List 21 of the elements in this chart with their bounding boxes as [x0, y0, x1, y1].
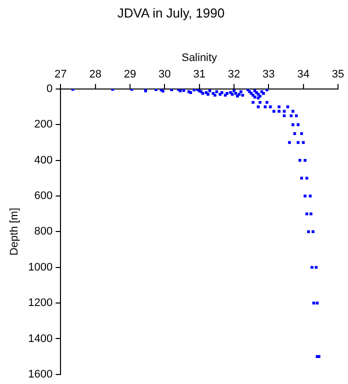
x-axis-title: Salinity	[182, 52, 218, 64]
x-tick-label: 33	[262, 68, 275, 80]
x-tick-label: 29	[124, 68, 136, 80]
chart-title: JDVA in July, 1990	[117, 5, 225, 20]
x-tick-label: 30	[158, 68, 171, 80]
y-tick-label: 1200	[28, 297, 53, 310]
y-axis-title: Depth [m]	[8, 208, 21, 256]
y-tick-label: 1600	[28, 368, 53, 380]
x-tick-label: 28	[89, 68, 102, 80]
x-tick-label: 35	[332, 68, 344, 80]
y-tick-label: 1400	[28, 332, 53, 345]
y-tick-label: 800	[34, 226, 53, 238]
y-tick-label: 1000	[28, 261, 53, 274]
y-tick-label: 200	[34, 118, 53, 131]
y-tick-label: 0	[46, 83, 53, 96]
x-tick-label: 27	[54, 68, 67, 80]
y-tick-label: 400	[34, 154, 53, 166]
x-tick-label: 31	[193, 68, 206, 80]
y-tick-label: 600	[34, 190, 53, 202]
x-tick-label: 32	[228, 68, 240, 80]
x-tick-label: 34	[297, 68, 310, 80]
